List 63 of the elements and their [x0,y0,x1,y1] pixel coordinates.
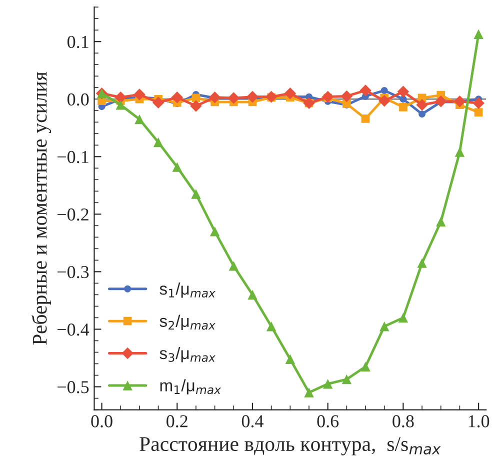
point [472,97,484,110]
point [340,90,353,102]
point [360,362,370,372]
x-tick-label: 1.0 [468,415,490,428]
y-axis-title: Ребеpные и моментные усилия [32,72,52,345]
point [210,226,220,236]
y-tick-label: 0.1 [68,36,88,48]
point [304,388,314,398]
x-tick-label: 0.0 [91,415,112,428]
point [454,96,466,108]
point [114,91,127,104]
point [134,114,144,124]
point [416,98,428,111]
point [265,90,278,103]
point [322,90,334,103]
y-tick-label: 0.0 [68,93,89,106]
point [454,147,465,157]
point [208,91,221,104]
point [474,108,483,117]
point [397,86,410,98]
point [228,261,239,271]
point [116,100,126,110]
y-tick-label: −0.2 [58,208,88,221]
point [360,84,372,96]
y-tick-label: −0.5 [58,381,89,394]
point [285,354,296,364]
point [380,87,388,94]
point [322,379,333,389]
x-tick-label: 0.4 [242,415,264,428]
x-axis-title: Расстояние вдоль контура, s/s$_{max}$ [140,437,441,456]
point [434,96,447,108]
point [172,162,182,172]
y-tick-label: −0.1 [58,150,88,164]
point [190,100,202,112]
point [474,29,484,39]
point [266,321,276,332]
point [417,258,427,268]
point [191,189,201,199]
x-tick-label: 0.2 [166,415,188,428]
point [134,88,146,100]
point [398,312,408,323]
legend-label: m$_{1}$/μ$_{max}$ [160,379,222,394]
legend-label: s$_{2}$/μ$_{max}$ [160,314,216,330]
y-tick-label: −0.4 [58,323,90,336]
point [246,90,258,103]
point [248,290,258,300]
point [171,91,184,104]
point [228,92,240,104]
point [342,374,352,384]
point [378,94,390,107]
point [418,110,426,118]
legend-label: s$_{1}$/μ$_{max}$ [160,282,216,298]
point [361,114,370,123]
x-tick-label: 0.8 [392,415,414,428]
point [153,137,164,148]
point [152,96,164,108]
point [436,216,446,227]
y-tick-label: −0.3 [58,266,89,278]
point [379,321,390,332]
point [399,103,408,112]
legend-label: s$_{3}$/μ$_{max}$ [160,346,216,362]
x-tick-label: 0.6 [317,415,339,428]
point [284,87,296,100]
